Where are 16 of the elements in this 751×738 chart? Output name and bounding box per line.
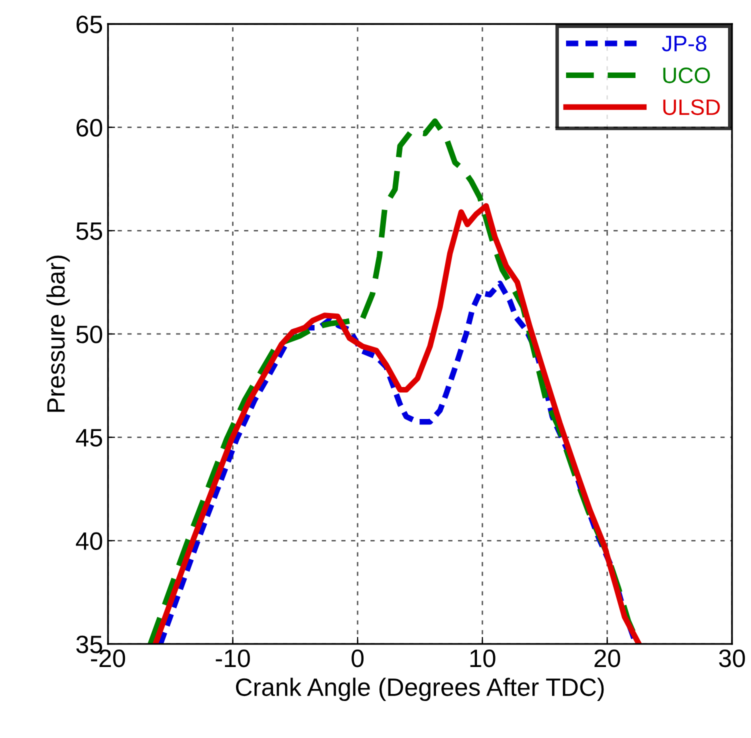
y-tick-label: 60 xyxy=(76,118,102,137)
y-tick-label: 50 xyxy=(76,326,102,344)
x-tick-label: 20 xyxy=(594,650,620,668)
x-axis-title: Crank Angle (Degrees After TDC) xyxy=(236,678,604,702)
x-tick-label: 30 xyxy=(719,650,745,668)
x-tick-label: -10 xyxy=(216,650,250,668)
y-tick-label: 55 xyxy=(76,222,102,240)
legend-label: UCO xyxy=(663,68,710,84)
legend-label: ULSD xyxy=(663,99,720,116)
legend-label: JP-8 xyxy=(662,36,706,52)
x-tick-label: 10 xyxy=(470,650,496,668)
y-tick-label: 45 xyxy=(76,429,102,447)
y-tick-label: 65 xyxy=(76,16,102,34)
x-tick-label: 0 xyxy=(352,650,364,668)
y-axis-title: Pressure (bar) xyxy=(46,256,70,412)
y-tick-label: 40 xyxy=(76,532,102,550)
